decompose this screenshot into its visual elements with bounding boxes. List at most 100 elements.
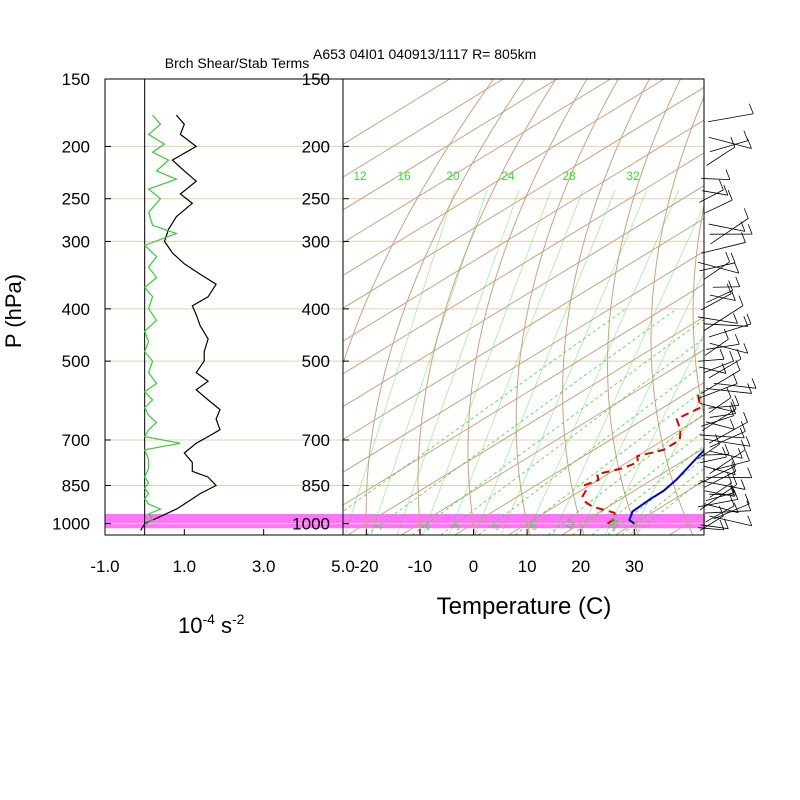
- wind-barb-flag: [746, 313, 752, 324]
- mixing-ratio-top-label-28: 28: [562, 169, 576, 183]
- wind-barb-flag: [723, 185, 729, 196]
- isotherm-lines: [343, 79, 704, 535]
- wind-barb-staff: [706, 343, 740, 350]
- left-ytick-label-200: 200: [62, 137, 90, 156]
- left-y-tick-labels: 150 200 250 300 400 500 700 850 1000: [52, 70, 111, 534]
- dry-adiabat-10: [515, 79, 619, 535]
- mixing-ratio-line-20: [591, 445, 704, 535]
- right-ytick-label-850: 850: [302, 476, 330, 495]
- wind-barb-flag: [723, 518, 729, 529]
- y-axis-label: P (hPa): [1, 274, 26, 348]
- mixing-ratio-line-1: [365, 308, 678, 535]
- mixing-ratio-bottom-label-12: 12: [563, 517, 578, 533]
- wind-barb-flag: [719, 505, 724, 517]
- wind-barb-staff: [704, 510, 751, 514]
- wind-barb-flag: [726, 283, 732, 294]
- wind-barb-flag: [727, 472, 732, 484]
- right-ytick-label-500: 500: [302, 352, 330, 371]
- wind-barb-flag: [731, 403, 737, 414]
- skew-t-frame: [342, 78, 705, 536]
- wind-barb-staff: [713, 460, 750, 471]
- wind-barb-flag: [747, 515, 753, 526]
- wind-barb-staff: [700, 480, 746, 490]
- dry-adiabat--20: [365, 79, 526, 535]
- dry-adiabat-lines: [343, 79, 800, 535]
- isotherm--50: [343, 217, 704, 441]
- left-ytick-label-150: 150: [62, 70, 90, 89]
- right-ytick-label-250: 250: [302, 190, 330, 209]
- moist-adiabat-0: [344, 189, 456, 535]
- wind-barb-flag: [715, 434, 720, 445]
- wind-barb-staff: [709, 482, 732, 498]
- left-ytick-label-500: 500: [62, 352, 90, 371]
- surface-layer-highlight: [105, 514, 705, 529]
- wind-barb-staff: [706, 146, 736, 166]
- isotherm-30: [615, 480, 704, 535]
- wind-barb-staff: [709, 449, 746, 475]
- moist-adiabat-8: [552, 204, 704, 535]
- dry-adiabat-40: [650, 95, 704, 535]
- wind-barb-staff: [708, 421, 748, 444]
- wind-barb-flag: [746, 500, 752, 511]
- wind-barb-flag: [743, 412, 748, 423]
- wind-barb-flag: [723, 329, 729, 340]
- wind-barb-staff: [700, 524, 729, 530]
- left-ytick-label-1000: 1000: [52, 515, 90, 534]
- wind-barb-flag: [745, 436, 751, 447]
- dry-adiabat--30: [343, 79, 494, 366]
- right-series-group: [581, 391, 704, 525]
- wind-barb-flag: [718, 179, 724, 191]
- wind-barb-staff: [699, 189, 724, 203]
- wind-barb-staff: [709, 140, 748, 153]
- wind-barb-flag: [733, 489, 739, 500]
- wind-barb-flag: [729, 350, 734, 362]
- wind-barb-flag: [730, 252, 736, 263]
- wind-barb-flag: [730, 464, 736, 475]
- profile-temperature: [628, 448, 704, 525]
- mixing-ratio-bottom-label-20: 20: [607, 517, 622, 533]
- wind-barb-staff: [709, 342, 748, 354]
- wind-barb-staff: [708, 358, 742, 379]
- right-ytick-label-400: 400: [302, 300, 330, 319]
- wind-barb-flag: [734, 262, 740, 274]
- moist-adiabat-11: [630, 391, 704, 535]
- wind-barb-flag: [747, 223, 753, 235]
- wind-barb-flag: [731, 398, 737, 410]
- wind-barb-staff: [700, 293, 732, 311]
- wind-barb-flag: [744, 493, 750, 505]
- right-ytick-label-150: 150: [302, 70, 330, 89]
- mixing-ratio-bottom-label-3: 3: [451, 522, 464, 533]
- moist-adiabat-4: [448, 189, 584, 535]
- left-ytick-label-250: 250: [62, 190, 90, 209]
- wind-barb-staff: [708, 397, 732, 414]
- left-x-axis-label-unit-exp: -2: [232, 611, 245, 627]
- wind-barb-staff: [697, 465, 736, 485]
- wind-barb-staff: [704, 360, 734, 373]
- wind-barb-staff: [713, 382, 757, 389]
- mixing-ratio-lines: [343, 189, 704, 535]
- wind-barb-staff: [703, 199, 733, 214]
- moist-adiabat-2: [396, 189, 520, 535]
- wind-barb-flag: [722, 446, 727, 458]
- wind-barbs: [697, 103, 757, 531]
- wind-barb-flag: [727, 189, 733, 201]
- moist-adiabat-10: [604, 333, 704, 535]
- left-xtick-label-3.0: 3.0: [252, 557, 276, 576]
- dry-adiabat-30: [607, 79, 681, 535]
- dry-adiabat-60: [734, 79, 800, 535]
- isotherm--110: [343, 79, 611, 244]
- wind-barb-flag: [743, 208, 749, 219]
- wind-barb-staff: [698, 261, 739, 274]
- right-xtick-label--20: -20: [354, 557, 379, 576]
- wind-barb-flag: [731, 461, 737, 472]
- left-x-tick-labels: -1.0 1.0 3.0 5.0: [90, 529, 355, 576]
- wind-barb-flag: [740, 439, 746, 450]
- left-series-shear: [140, 114, 221, 531]
- wind-barb-staff: [709, 294, 736, 301]
- wind-barb-staff: [706, 290, 733, 303]
- wind-barb-staff: [701, 242, 746, 254]
- right-isobar-gridlines: [343, 79, 704, 525]
- wind-barb-flag: [748, 103, 754, 114]
- wind-barb-staff: [697, 527, 724, 531]
- wind-barb-flag: [730, 136, 736, 148]
